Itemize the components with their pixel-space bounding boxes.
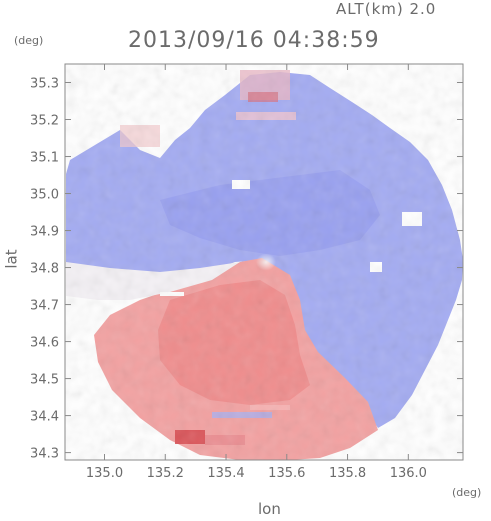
altitude-label: ALT(km) 2.0: [336, 0, 437, 18]
y-tick-label: 34.7: [30, 299, 59, 314]
x-tick-label: 136.0: [390, 466, 427, 481]
x-tick-label: 135.4: [207, 466, 244, 481]
x-tick-label: 135.2: [147, 466, 184, 481]
x-tick-label: 135.8: [329, 466, 366, 481]
y-tick-label: 34.3: [30, 447, 59, 462]
y-axis: 34.3 34.4 34.5 34.6 34.7 34.8 34.9 35.0 35.1 35.2…: [30, 77, 463, 462]
plot-frame: [64, 63, 464, 461]
y-tick-label: 34.5: [30, 373, 59, 388]
x-unit-label: (deg): [452, 486, 482, 499]
y-tick-label: 35.2: [30, 114, 59, 129]
y-tick-label: 35.0: [30, 188, 59, 203]
y-tick-label: 35.1: [30, 151, 59, 166]
y-tick-label: 35.3: [30, 77, 59, 92]
x-tick-label: 135.0: [86, 466, 123, 481]
y-unit-label: (deg): [14, 34, 44, 47]
y-tick-label: 34.9: [30, 225, 59, 240]
y-tick-label: 34.6: [30, 336, 59, 351]
echo-field: [65, 64, 463, 460]
x-tick-label: 135.6: [268, 466, 305, 481]
x-axis-label: lon: [258, 500, 281, 518]
y-tick-label: 34.8: [30, 262, 59, 277]
y-tick-label: 34.4: [30, 410, 59, 425]
chart-title: 2013/09/16 04:38:59: [128, 28, 380, 53]
x-axis: 135.0 135.2 135.4 135.6 135.8 136.0: [86, 64, 427, 481]
